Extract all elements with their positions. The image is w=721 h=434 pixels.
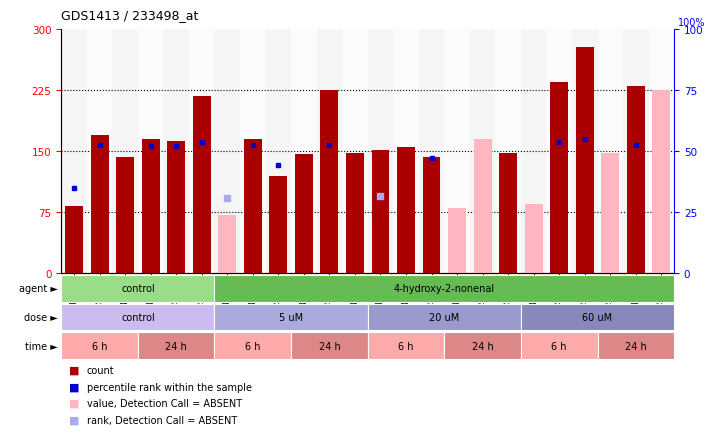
Bar [499,154,517,273]
Text: 60 uM: 60 uM [583,312,613,322]
Bar [244,140,262,273]
Text: 6 h: 6 h [552,341,567,351]
Bar [368,30,393,273]
Bar [295,155,313,273]
Text: ■: ■ [68,415,79,424]
Bar [342,30,368,273]
Bar [371,150,389,273]
Bar [112,30,138,273]
Text: 6 h: 6 h [92,341,107,351]
Text: ■: ■ [68,382,79,391]
Text: 6 h: 6 h [245,341,260,351]
Text: dose ►: dose ► [24,312,58,322]
Text: count: count [87,365,114,375]
Bar [623,30,649,273]
Bar [291,30,317,273]
Bar [495,30,521,273]
Bar [91,136,109,273]
Bar [167,141,185,273]
Bar [240,30,265,273]
Bar [448,209,466,273]
Bar [61,30,87,273]
Bar [576,48,593,273]
Bar [397,148,415,273]
Bar [444,30,470,273]
Text: 24 h: 24 h [319,341,340,351]
Text: ■: ■ [68,398,79,408]
Bar [598,30,623,273]
Bar [320,91,338,273]
Bar [142,140,159,273]
Bar [164,30,189,273]
Bar [521,30,547,273]
Text: 24 h: 24 h [625,341,647,351]
Bar [193,97,211,273]
Text: control: control [121,284,155,293]
Text: control: control [121,312,155,322]
Bar [317,30,342,273]
Bar [649,30,674,273]
Bar [218,215,236,273]
Text: 4-hydroxy-2-nonenal: 4-hydroxy-2-nonenal [394,284,495,293]
Text: 20 uM: 20 uM [429,312,459,322]
Bar [65,207,83,273]
Text: value, Detection Call = ABSENT: value, Detection Call = ABSENT [87,398,242,408]
Bar [189,30,215,273]
Text: 5 uM: 5 uM [279,312,303,322]
Text: rank, Detection Call = ABSENT: rank, Detection Call = ABSENT [87,415,236,424]
Bar [547,30,572,273]
Bar [270,176,287,273]
Text: 100%: 100% [678,18,705,28]
Text: 24 h: 24 h [472,341,493,351]
Bar [550,83,568,273]
Bar [474,140,492,273]
Bar [265,30,291,273]
Text: GDS1413 / 233498_at: GDS1413 / 233498_at [61,9,199,22]
Bar [653,91,671,273]
Bar [346,154,364,273]
Text: 24 h: 24 h [165,341,187,351]
Bar [601,154,619,273]
Text: ■: ■ [68,365,79,375]
Text: percentile rank within the sample: percentile rank within the sample [87,382,252,391]
Bar [419,30,444,273]
Bar [138,30,164,273]
Text: time ►: time ► [25,341,58,351]
Bar [525,204,543,273]
Text: agent ►: agent ► [19,284,58,293]
Bar [470,30,495,273]
Bar [116,158,134,273]
Bar [393,30,419,273]
Bar [87,30,112,273]
Bar [627,87,645,273]
Bar [423,158,441,273]
Text: 6 h: 6 h [398,341,414,351]
Bar [572,30,598,273]
Bar [215,30,240,273]
